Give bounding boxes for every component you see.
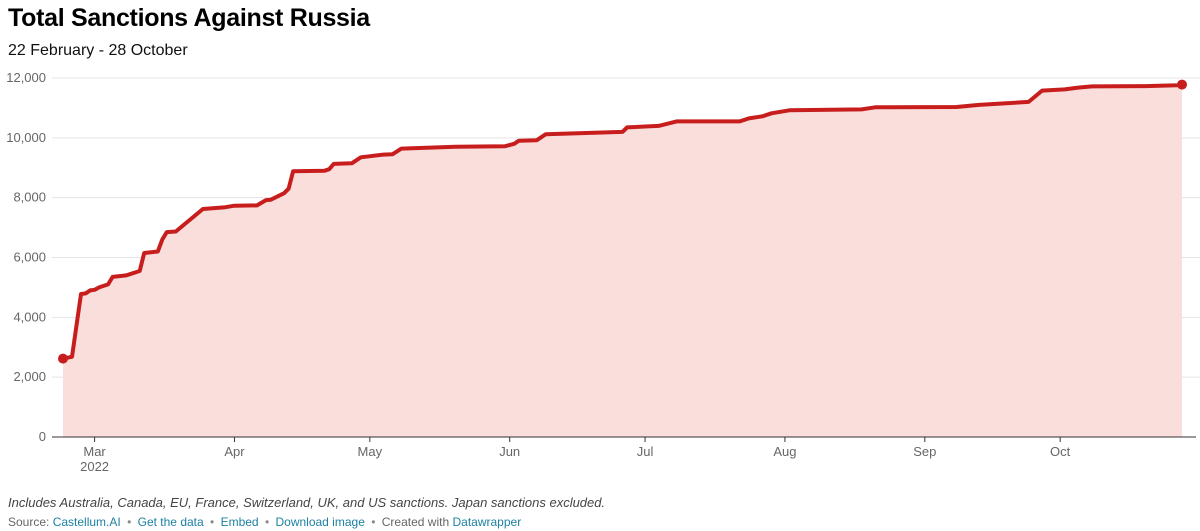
footer-separator: • xyxy=(210,515,215,529)
x-tick-label: Oct xyxy=(1050,444,1071,459)
footer-separator: • xyxy=(127,515,132,529)
footer-separator: • xyxy=(264,515,270,529)
end-point-marker xyxy=(1177,79,1187,90)
tick-labels: 0 2,000 4,000 6,000 8,000 10,000 12,000 Mar2022… xyxy=(6,70,1070,474)
x-tick-label: Apr xyxy=(224,444,245,459)
footer: Source: Castellum.AI • Get the data • Em… xyxy=(8,515,521,529)
start-point-marker xyxy=(58,353,68,364)
download-image-link[interactable]: Download image xyxy=(275,515,365,529)
x-tick-label: Jul xyxy=(637,444,654,459)
footer-separator: • xyxy=(371,515,376,529)
y-tick-label: 2,000 xyxy=(13,369,46,384)
series-line xyxy=(61,82,1184,361)
y-tick-label: 8,000 xyxy=(13,190,46,205)
source-link[interactable]: Castellum.AI xyxy=(52,515,121,529)
y-tick-label: 0 xyxy=(39,429,46,444)
datawrapper-link[interactable]: Datawrapper xyxy=(452,515,522,529)
series-line-layer xyxy=(58,79,1187,364)
y-tick-label: 4,000 xyxy=(13,309,46,324)
y-tick-label: 6,000 xyxy=(13,250,46,265)
source-label: Source: xyxy=(8,515,50,529)
embed-link[interactable]: Embed xyxy=(220,515,259,529)
chart-subtitle: 22 February - 28 October xyxy=(8,42,188,59)
x-tick-label: Aug xyxy=(773,444,796,459)
x-tick-label: Mar xyxy=(83,444,106,459)
created-with-label: Created with xyxy=(381,515,450,529)
get-data-link[interactable]: Get the data xyxy=(137,515,204,529)
area-chart: 0 2,000 4,000 6,000 8,000 10,000 12,000 Mar2022… xyxy=(6,70,1200,474)
area-fill xyxy=(63,84,1182,437)
chart-title: Total Sanctions Against Russia xyxy=(8,4,370,32)
y-tick-label: 10,000 xyxy=(6,130,46,145)
x-axis xyxy=(52,436,1196,442)
x-tick-label: Jun xyxy=(499,444,520,459)
x-tick-label: May xyxy=(358,444,383,459)
x-tick-label: Sep xyxy=(913,444,936,459)
area-fill-layer xyxy=(63,84,1182,437)
x-tick-sublabel: 2022 xyxy=(80,459,109,474)
y-tick-label: 12,000 xyxy=(6,70,46,85)
chart-notes: Includes Australia, Canada, EU, France, … xyxy=(8,495,606,510)
